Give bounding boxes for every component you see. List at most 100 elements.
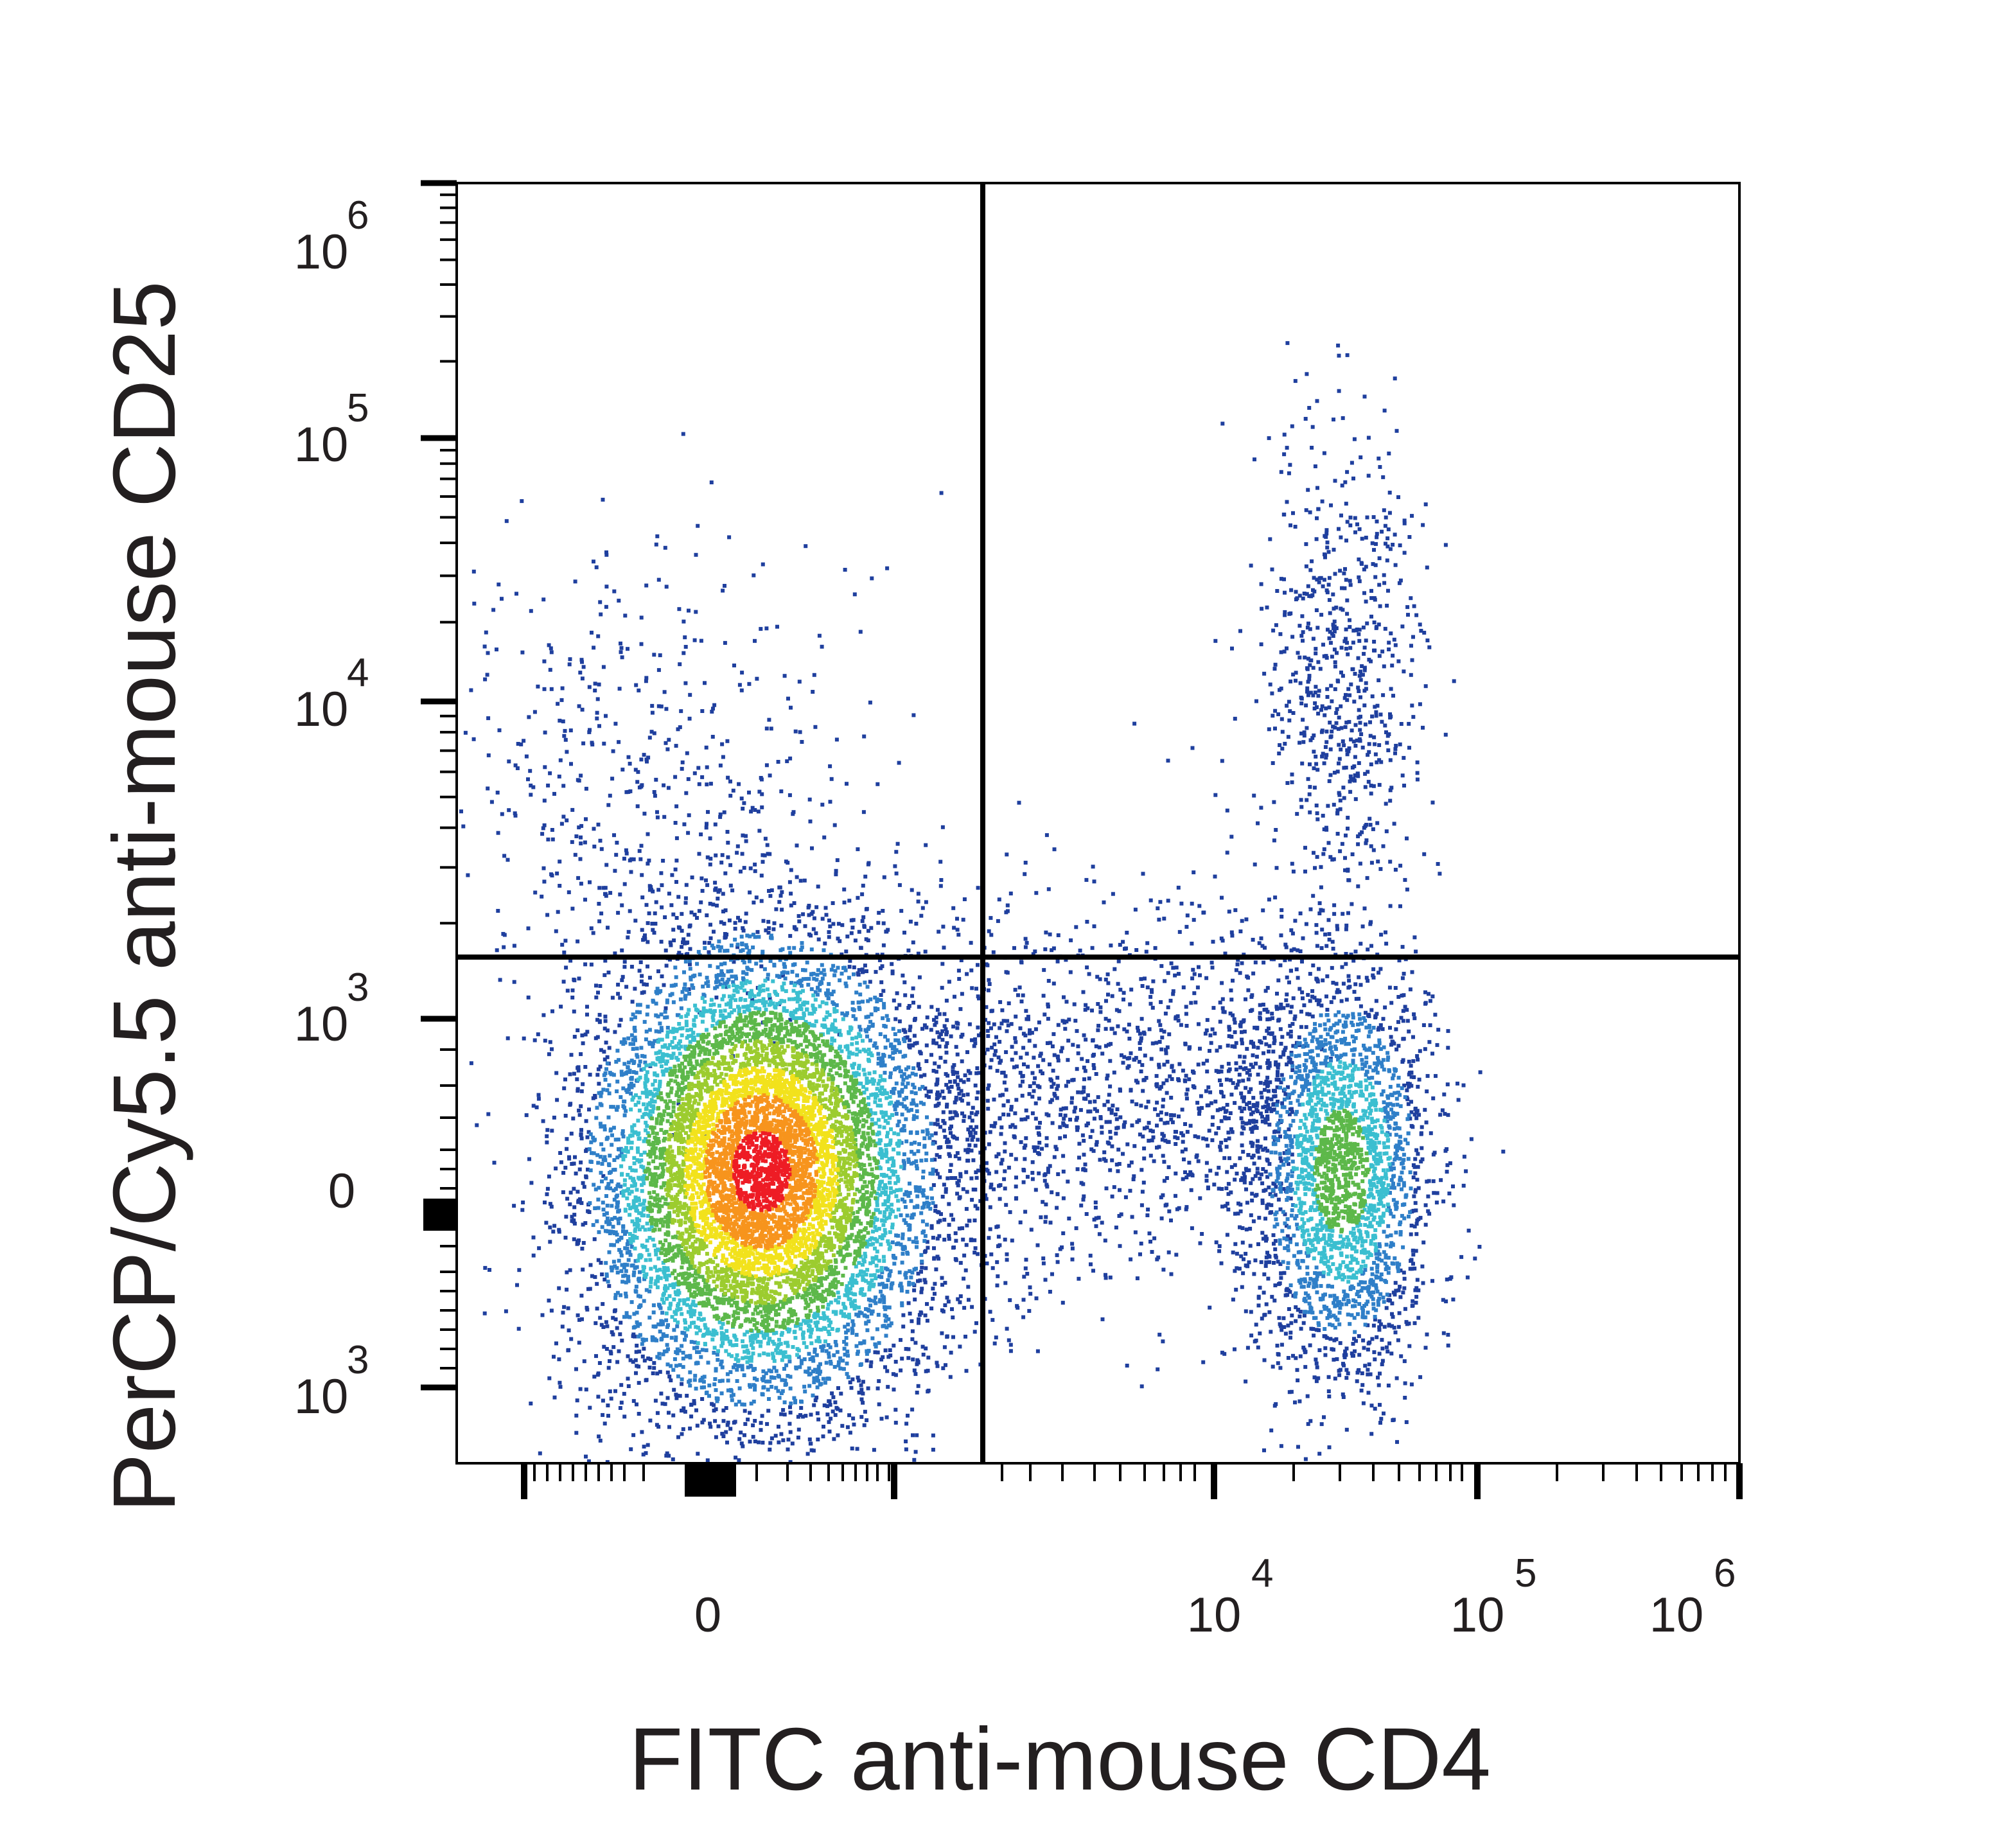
event-dot <box>893 1407 898 1412</box>
event-dot <box>1116 1024 1120 1028</box>
event-dot <box>1325 1008 1330 1012</box>
event-dot <box>951 1072 956 1076</box>
event-dot <box>1056 1084 1060 1088</box>
event-dot <box>914 1159 919 1163</box>
event-dot <box>507 759 511 764</box>
event-dot <box>776 760 780 764</box>
event-dot <box>662 814 667 819</box>
event-dot <box>655 534 660 538</box>
event-dot <box>604 1347 609 1351</box>
event-dot <box>1343 856 1347 860</box>
event-dot <box>897 1019 902 1024</box>
event-dot <box>1267 1089 1271 1093</box>
event-dot <box>1464 1169 1468 1174</box>
event-dot <box>1177 1206 1181 1210</box>
event-dot <box>1375 624 1379 629</box>
event-dot <box>1396 1338 1400 1342</box>
event-dot <box>881 909 885 913</box>
event-dot <box>965 1150 970 1154</box>
event-dot <box>916 951 920 956</box>
event-dot <box>1042 1179 1047 1183</box>
event-dot <box>1294 1319 1298 1323</box>
event-dot <box>1432 1191 1436 1195</box>
event-dot <box>820 1346 825 1350</box>
event-dot <box>913 1091 918 1095</box>
event-dot <box>1244 1187 1248 1192</box>
event-dot <box>598 1438 603 1443</box>
event-dot <box>1359 1004 1363 1008</box>
event-dot <box>522 1036 526 1041</box>
event-dot <box>1278 632 1283 637</box>
event-dot <box>1190 901 1194 906</box>
event-dot <box>1258 1011 1262 1016</box>
event-dot <box>862 1423 867 1427</box>
event-dot <box>1043 947 1048 951</box>
event-dot <box>594 565 599 570</box>
event-dot <box>1281 1050 1286 1055</box>
event-dot <box>1082 1194 1086 1199</box>
event-dot <box>1046 1166 1050 1171</box>
event-dot <box>967 1115 972 1120</box>
event-dot <box>1108 1059 1113 1063</box>
event-dot <box>892 1343 896 1348</box>
event-dot <box>548 1225 552 1229</box>
event-dot <box>1250 993 1254 998</box>
event-dot <box>696 524 700 528</box>
event-dot <box>1281 1052 1286 1057</box>
event-dot <box>1308 999 1312 1003</box>
event-dot <box>866 1386 870 1391</box>
event-dot <box>1367 1362 1371 1367</box>
event-dot <box>1227 1067 1232 1071</box>
event-dot <box>1322 847 1326 852</box>
event-dot <box>1365 515 1369 520</box>
event-dot <box>966 1069 971 1073</box>
event-dot <box>565 1137 569 1141</box>
event-dot <box>1014 1157 1018 1161</box>
event-dot <box>1146 1100 1150 1104</box>
event-dot <box>733 920 737 925</box>
event-dot <box>899 909 904 913</box>
event-dot <box>1254 1339 1258 1342</box>
event-dot <box>1291 869 1296 874</box>
event-dot <box>1251 1103 1256 1107</box>
event-dot <box>786 1438 791 1442</box>
event-dot <box>864 1307 868 1311</box>
event-dot <box>963 1148 968 1152</box>
event-dot <box>1063 1134 1067 1139</box>
event-dot <box>646 832 650 836</box>
event-dot <box>1260 1201 1265 1205</box>
event-dot <box>1313 866 1317 870</box>
event-dot <box>1265 1158 1270 1163</box>
event-dot <box>1127 1064 1131 1068</box>
event-dot <box>1211 1006 1216 1010</box>
event-dot <box>739 688 744 692</box>
event-dot <box>1344 923 1349 928</box>
event-dot <box>1374 714 1378 718</box>
event-dot <box>781 1438 786 1443</box>
event-dot <box>569 1053 574 1057</box>
event-dot <box>1238 1054 1242 1059</box>
event-dot <box>1218 1045 1222 1050</box>
event-dot <box>759 1421 763 1425</box>
event-dot <box>705 913 709 917</box>
event-dot <box>601 497 605 502</box>
event-dot <box>1240 1226 1245 1230</box>
event-dot <box>1222 1156 1227 1160</box>
event-dot <box>687 987 691 992</box>
event-dot <box>1274 623 1278 628</box>
event-dot <box>615 1266 619 1271</box>
event-dot <box>617 1349 621 1353</box>
event-dot <box>712 946 716 950</box>
event-dot <box>604 1320 608 1324</box>
event-dot <box>932 1246 936 1251</box>
event-dot <box>1166 759 1170 763</box>
event-dot <box>1324 944 1329 948</box>
event-dot <box>1344 646 1348 651</box>
event-dot <box>828 800 832 804</box>
event-dot <box>856 1000 861 1005</box>
event-dot <box>1234 1061 1238 1066</box>
event-dot <box>852 1422 856 1427</box>
event-dot <box>845 1425 850 1429</box>
event-dot <box>1267 1050 1271 1053</box>
event-dot <box>1197 1112 1201 1116</box>
